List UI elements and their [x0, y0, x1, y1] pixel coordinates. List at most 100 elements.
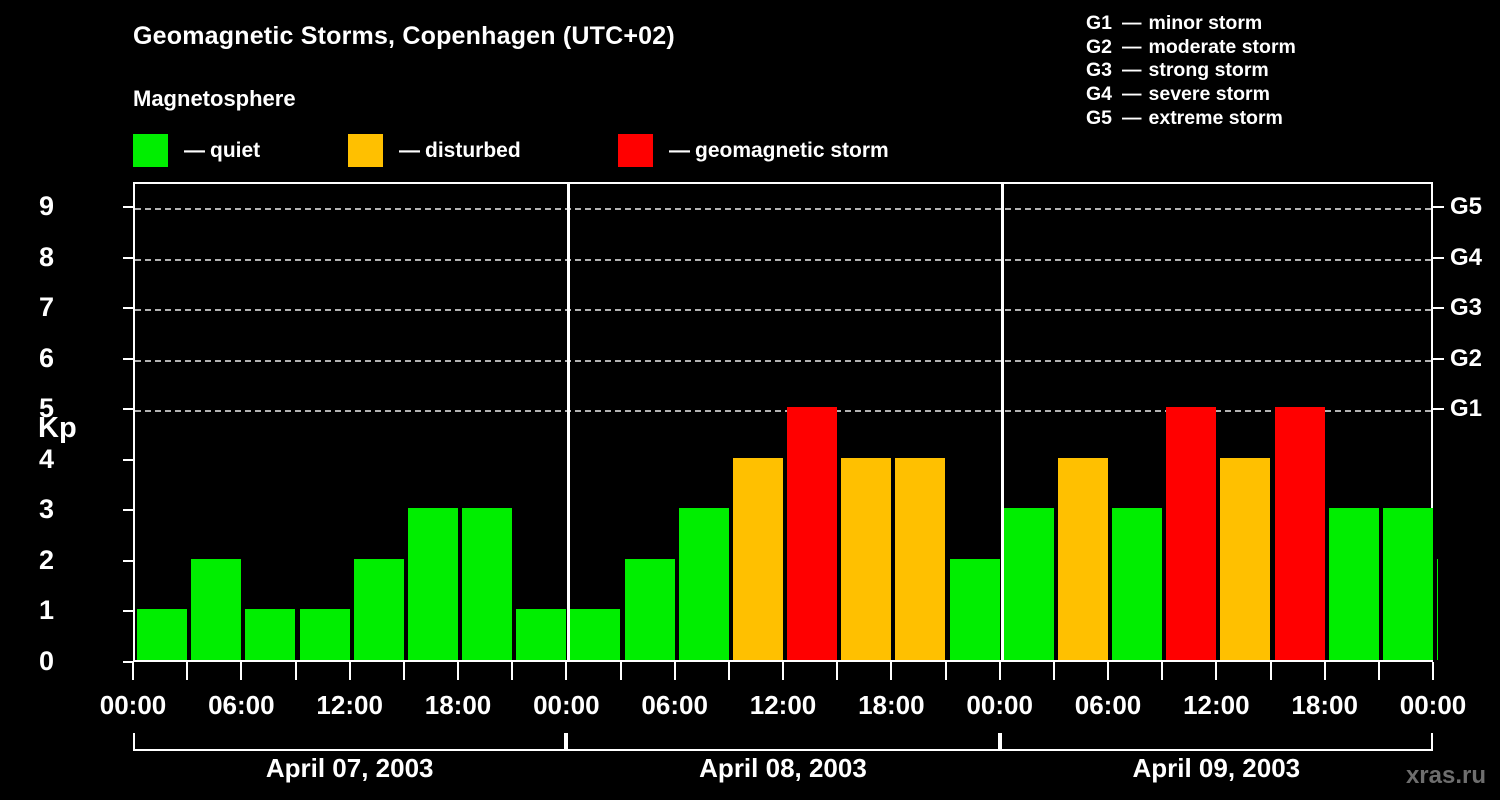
bar — [1220, 457, 1271, 660]
y-tick-label-6: 6 — [38, 342, 54, 373]
bar — [624, 558, 675, 660]
g-legend-row-g1: G1 — minor storm — [1086, 12, 1486, 36]
g-axis-label-g3: G3 — [1450, 294, 1483, 322]
x-tick-mark — [132, 662, 134, 680]
g-legend-dash-g4: — — [1122, 83, 1142, 106]
day-bracket — [999, 733, 1433, 751]
bar — [1274, 407, 1325, 660]
x-tick-label: 12:00 — [749, 690, 817, 720]
day-separator — [1000, 184, 1004, 660]
legend-label-geomagnetic-storm: geomagnetic storm — [695, 138, 889, 162]
x-tick-label: 18:00 — [858, 690, 925, 720]
bar — [1112, 508, 1163, 660]
bar — [353, 558, 404, 660]
plot-inner — [135, 184, 1438, 660]
page-title: Geomagnetic Storms, Copenhagen (UTC+02) — [133, 22, 675, 50]
bar — [895, 457, 946, 660]
bar — [462, 508, 513, 660]
legend-swatch-disturbed — [348, 133, 383, 167]
x-tick-mark — [402, 662, 405, 680]
g-legend-text-g1: minor storm — [1148, 12, 1263, 34]
bar — [787, 407, 838, 660]
g-scale-legend: G1 — minor storm G2 — moderate storm G3 — strong… — [1086, 12, 1486, 131]
g-tick-mark-g4 — [1433, 256, 1444, 259]
y-tick-mark-7 — [123, 307, 134, 310]
chart-subtitle: Magnetosphere — [133, 86, 296, 111]
x-tick-mark — [348, 662, 351, 680]
y-tick-label-3: 3 — [38, 494, 54, 525]
legend-swatch-quiet — [133, 133, 168, 167]
day-separator — [567, 184, 571, 660]
x-tick-mark — [1377, 662, 1380, 680]
watermark: xras.ru — [1405, 762, 1486, 789]
y-tick-label-9: 9 — [38, 191, 54, 222]
day-bracket — [566, 733, 1000, 751]
g-legend-row-g4: G4 — severe storm — [1086, 83, 1486, 107]
bar — [1003, 508, 1054, 660]
x-tick-mark — [1323, 662, 1326, 680]
g-legend-code-g2: G2 — [1086, 35, 1113, 58]
bar — [1328, 508, 1379, 660]
gridline-kp-5 — [135, 410, 1431, 413]
x-tick-mark — [1269, 662, 1272, 680]
x-tick-mark — [1107, 662, 1109, 680]
y-tick-label-2: 2 — [38, 544, 54, 575]
day-label: April 07, 2003 — [265, 753, 434, 783]
legend-item-quiet: — quiet — [133, 133, 260, 167]
g-legend-code-g1: G1 — [1086, 12, 1113, 34]
y-tick-label-1: 1 — [38, 595, 54, 626]
x-tick-label: 00:00 — [99, 690, 167, 720]
g-legend-row-g2: G2 — moderate storm — [1086, 36, 1486, 60]
y-tick-label-0: 0 — [38, 646, 54, 676]
day-label: April 08, 2003 — [699, 753, 867, 783]
y-tick-mark-0 — [123, 661, 134, 663]
x-tick-label: 18:00 — [424, 690, 492, 720]
g-legend-row-g3: G3 — strong storm — [1086, 59, 1486, 83]
legend-swatch-geomagnetic-storm — [618, 133, 653, 167]
bar — [1437, 558, 1438, 660]
x-tick-mark — [836, 662, 839, 680]
x-tick-label: 00:00 — [533, 690, 600, 720]
y-tick-label-8: 8 — [38, 241, 54, 272]
bar — [570, 609, 621, 660]
y-axis-title: Kp — [38, 412, 77, 444]
bar — [137, 609, 188, 660]
bar — [841, 457, 892, 660]
bar — [516, 609, 567, 660]
y-tick-mark-6 — [123, 357, 134, 360]
x-tick-label: 00:00 — [966, 690, 1033, 720]
x-tick-label: 12:00 — [1183, 690, 1250, 720]
g-legend-code-g3: G3 — [1086, 59, 1113, 82]
x-tick-label: 12:00 — [316, 690, 383, 720]
y-tick-mark-9 — [123, 206, 134, 209]
bar — [191, 558, 242, 660]
g-legend-text-g3: strong storm — [1148, 59, 1269, 82]
day-bracket — [133, 733, 567, 751]
x-tick-mark — [944, 662, 947, 680]
gridline-kp-8 — [135, 258, 1431, 261]
bar — [299, 609, 350, 660]
y-tick-mark-2 — [123, 559, 134, 562]
x-tick-mark — [186, 662, 189, 680]
bar — [245, 609, 296, 660]
plot-area — [133, 182, 1438, 662]
g-axis-label-g5: G5 — [1450, 193, 1483, 221]
g-legend-code-g5: G5 — [1086, 106, 1113, 129]
bar — [678, 508, 729, 660]
gridline-kp-7 — [135, 309, 1431, 312]
x-tick-mark — [782, 662, 784, 680]
legend-dash-quiet: — — [184, 138, 205, 162]
x-tick-mark — [1432, 662, 1434, 680]
x-tick-mark — [890, 662, 893, 680]
bar — [949, 558, 1000, 660]
legend-item-disturbed: — disturbed — [348, 133, 521, 167]
x-tick-mark — [1215, 662, 1218, 680]
g-axis-label-g2: G2 — [1450, 344, 1483, 372]
legend-label-disturbed: disturbed — [425, 138, 521, 162]
y-tick-mark-4 — [123, 458, 134, 461]
g-axis-label-g4: G4 — [1450, 243, 1483, 271]
x-tick-mark — [619, 662, 622, 680]
y-tick-mark-1 — [123, 610, 134, 613]
x-tick-mark — [998, 662, 1001, 680]
bar — [732, 457, 783, 660]
